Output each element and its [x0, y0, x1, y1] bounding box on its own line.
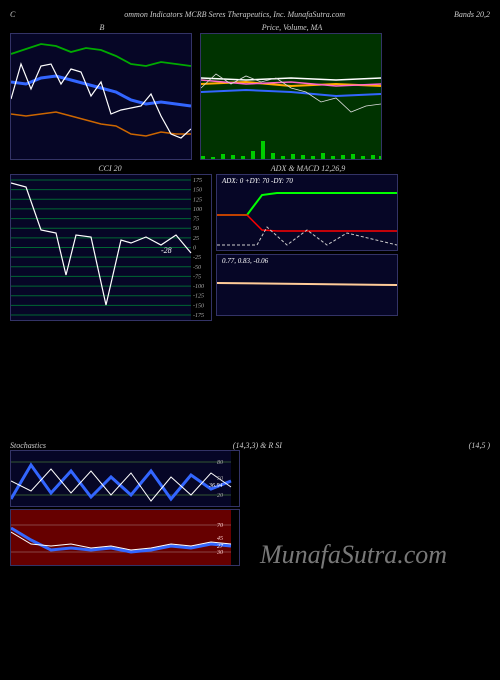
rsi-panel: 70452730 — [10, 509, 238, 566]
price-title: Price, Volume, MA — [200, 23, 384, 32]
bb-chart — [10, 33, 192, 160]
header-right: Bands 20,2 — [454, 10, 490, 19]
svg-text:75: 75 — [193, 217, 199, 223]
cci-title: CCI 20 — [10, 164, 210, 173]
svg-text:70: 70 — [217, 523, 223, 529]
svg-text:45: 45 — [217, 535, 223, 542]
svg-text:36.94: 36.94 — [208, 482, 223, 489]
stoch-left: Stochastics — [10, 441, 46, 450]
svg-text:125: 125 — [193, 197, 202, 203]
stoch-header: Stochastics (14,3,3) & R SI (14,5 ) — [10, 441, 490, 450]
header-left: C — [10, 10, 15, 19]
row-1: B Price, Volume, MA — [10, 23, 490, 160]
svg-text:50: 50 — [193, 226, 199, 232]
svg-text:30: 30 — [216, 550, 223, 556]
stoch-mid: (14,3,3) & R SI — [233, 441, 282, 450]
page-header: C ommon Indicators MCRB Seres Therapeuti… — [10, 10, 490, 19]
svg-text:-125: -125 — [193, 294, 204, 300]
stoch-right: (14,5 ) — [469, 441, 490, 450]
svg-text:175: 175 — [193, 178, 202, 184]
adx-macd-panel: ADX & MACD 12,26,9 ADX: 0 +DY: 70 -DY: 7… — [216, 164, 400, 321]
svg-text:20: 20 — [217, 493, 223, 499]
svg-text:-100: -100 — [193, 284, 204, 290]
svg-text:100: 100 — [193, 207, 202, 213]
svg-text:-175: -175 — [193, 313, 204, 319]
adx-label: ADX: 0 +DY: 70 -DY: 70 — [222, 177, 293, 185]
svg-text:-28: -28 — [161, 246, 172, 255]
bb-title: B — [10, 23, 194, 32]
stoch-panel: 80 5036.94 20 — [10, 450, 238, 507]
adx-chart — [216, 174, 398, 251]
svg-text:0: 0 — [193, 246, 196, 252]
rsi-chart: 70452730 — [10, 509, 240, 566]
adx-title: ADX & MACD 12,26,9 — [216, 164, 400, 173]
svg-text:80: 80 — [217, 460, 223, 466]
price-chart — [200, 33, 382, 160]
svg-text:-25: -25 — [193, 255, 201, 261]
row-2: CCI 20 175 150 125 100 75 50 25 0 -25 -50 -75 -100 -… — [10, 164, 490, 321]
cci-panel: CCI 20 175 150 125 100 75 50 25 0 -25 -50 -75 -100 -… — [10, 164, 210, 321]
header-center: ommon Indicators MCRB Seres Therapeutics… — [124, 10, 345, 19]
cci-chart: 175 150 125 100 75 50 25 0 -25 -50 -75 -100 -125 -150… — [10, 174, 212, 321]
bb-panel: B — [10, 23, 194, 160]
svg-text:-150: -150 — [193, 303, 204, 309]
watermark: MunafaSutra.com — [260, 540, 447, 570]
price-panel: Price, Volume, MA — [200, 23, 384, 160]
svg-text:-50: -50 — [193, 265, 201, 271]
svg-text:150: 150 — [193, 188, 202, 194]
svg-text:-75: -75 — [193, 274, 201, 280]
svg-text:50: 50 — [217, 476, 223, 482]
svg-text:25: 25 — [193, 236, 199, 242]
macd-label: 0.77, 0.83, -0.06 — [222, 257, 268, 265]
stoch-chart: 80 5036.94 20 — [10, 450, 240, 507]
